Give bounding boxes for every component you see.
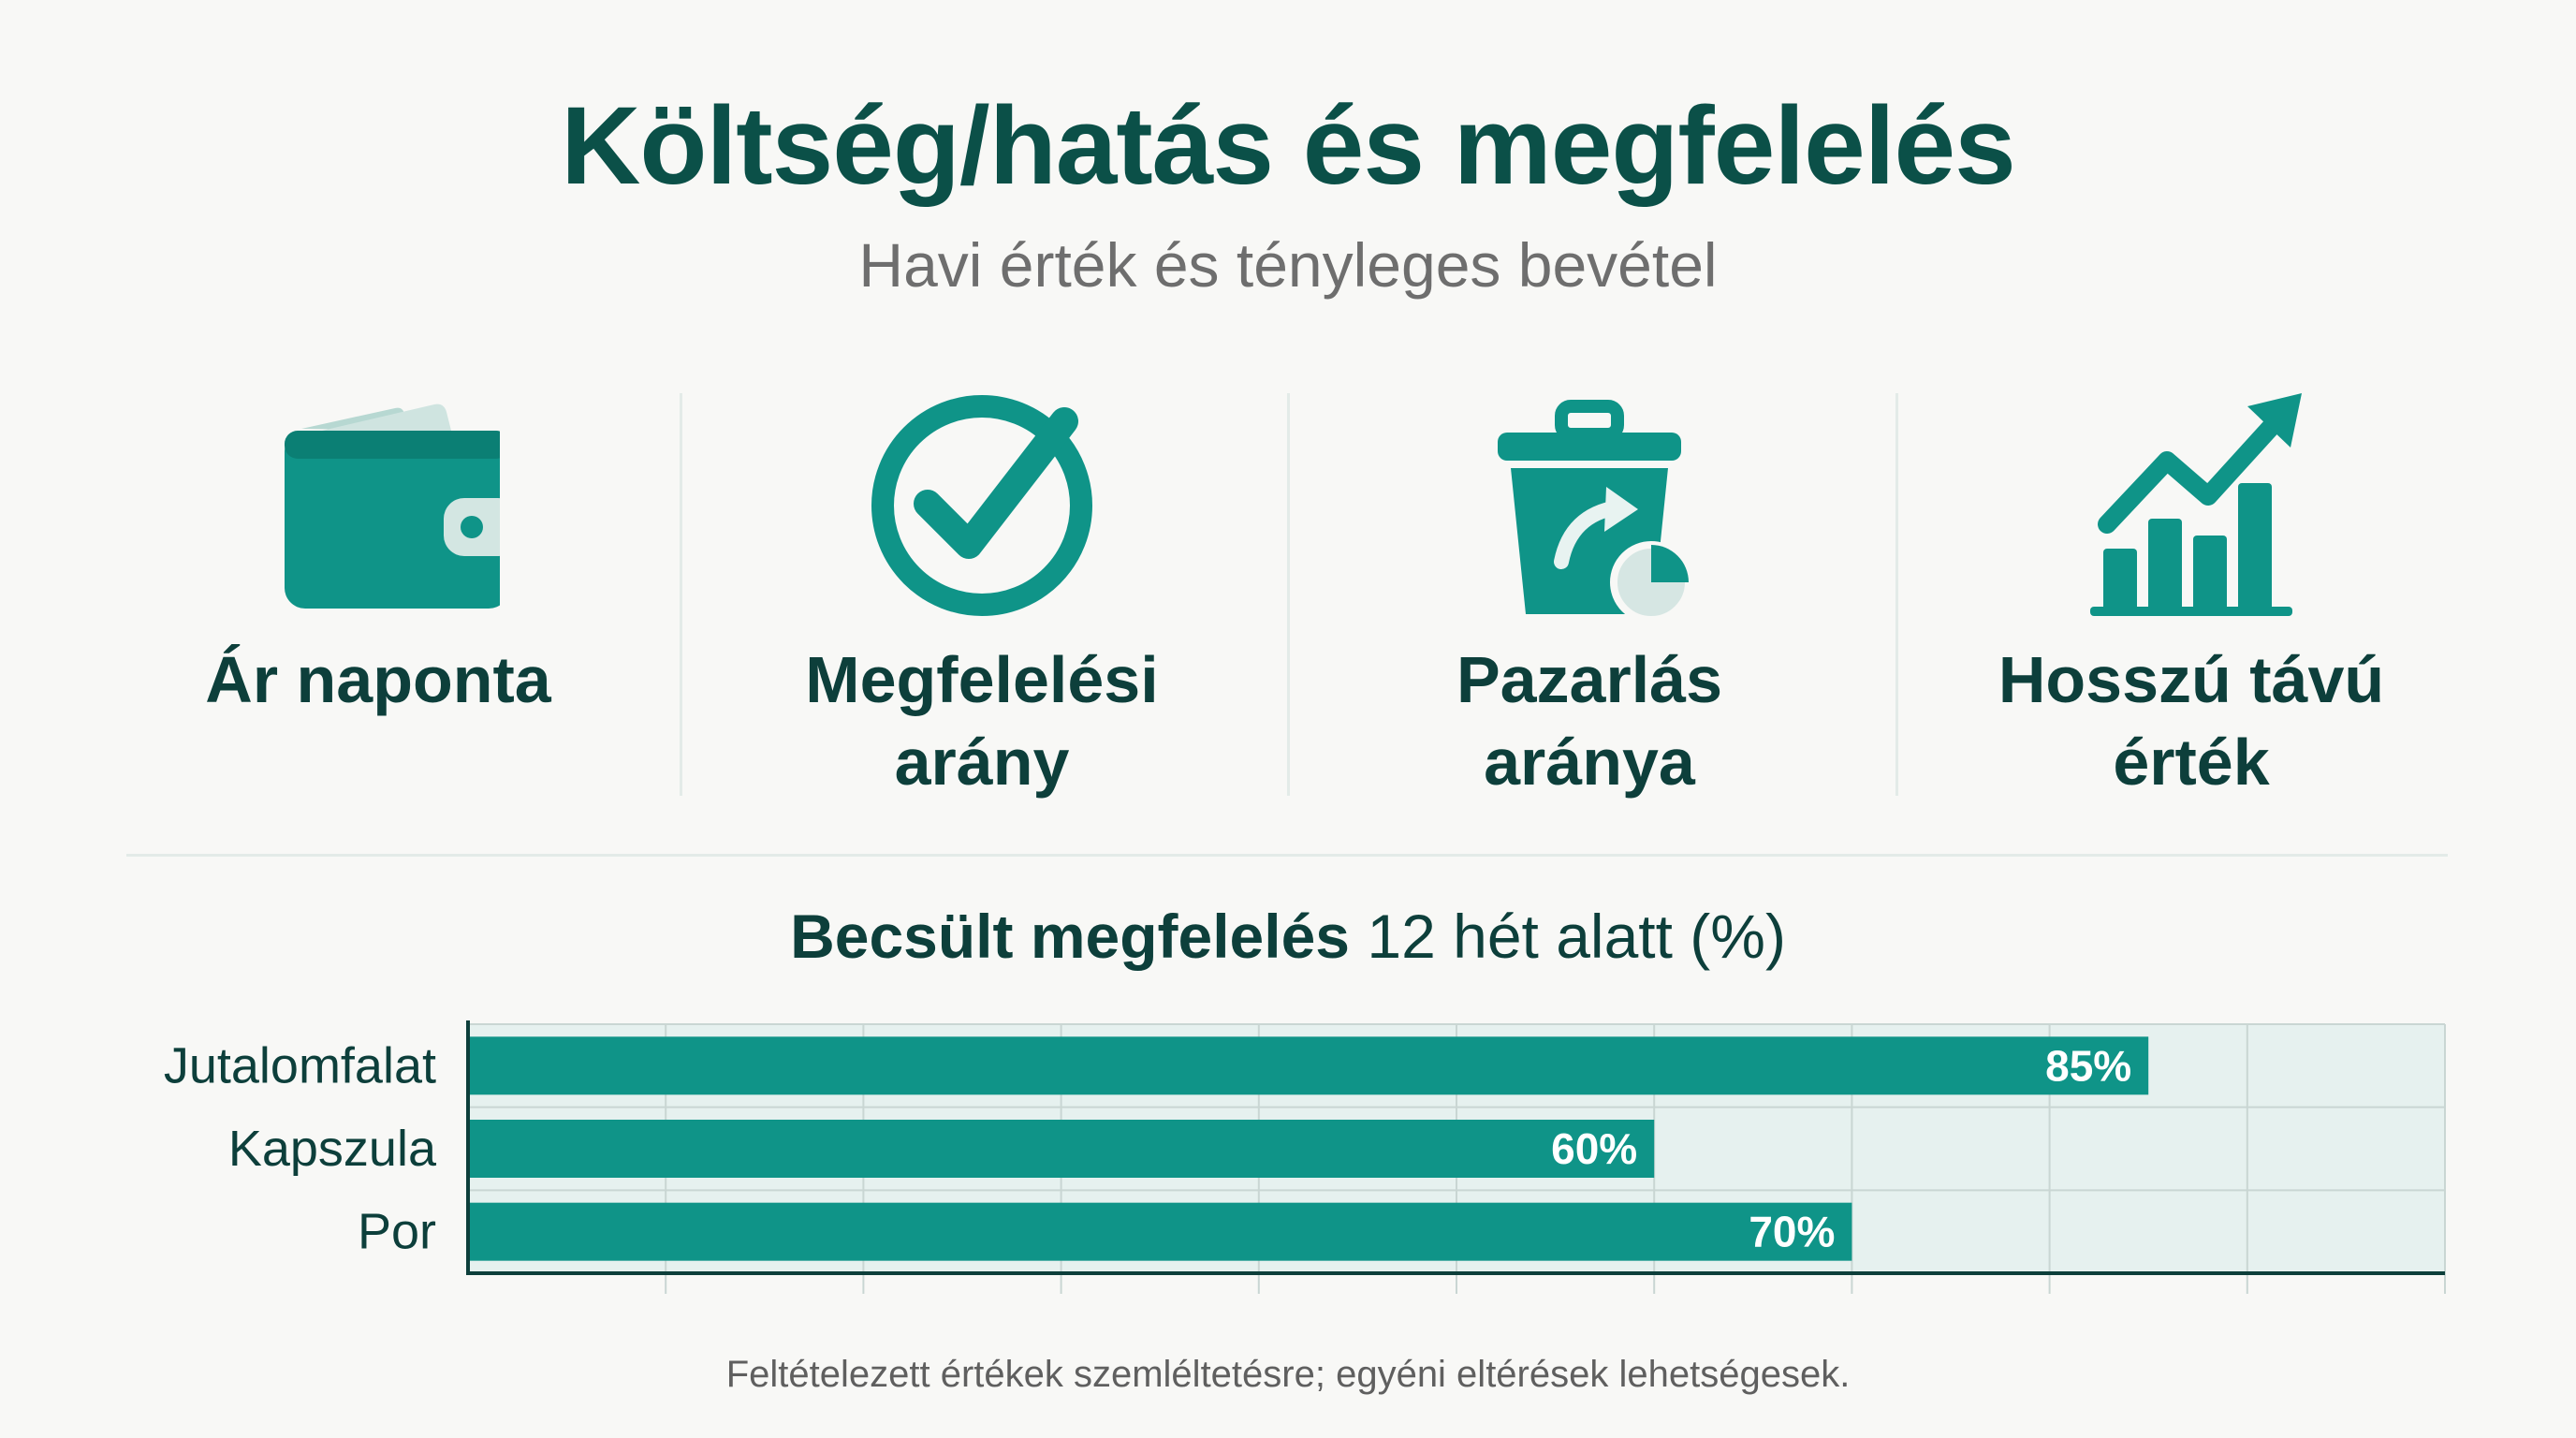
growth-chart-icon <box>2090 393 2302 616</box>
feature-label: Hosszú távú érték <box>1998 643 2385 799</box>
chart-title: Becsült megfelelés 12 hét alatt (%) <box>0 901 2576 972</box>
column-divider <box>1895 393 1898 796</box>
footnote: Feltételezett értékek szemléltetésre; eg… <box>725 1354 1851 1395</box>
check-circle-icon <box>871 395 1092 616</box>
feature-label: Ár naponta <box>205 643 551 716</box>
feature-waste-rate: Pazarlás aránya <box>1327 374 1852 805</box>
feature-label: Pazarlás aránya <box>1456 643 1723 799</box>
section-divider <box>126 854 2448 857</box>
page-subtitle: Havi érték és tényleges bevétel <box>858 230 1718 300</box>
feature-price-per-day: Ár naponta <box>116 374 640 805</box>
bar <box>468 1120 1655 1178</box>
bar <box>468 1202 1852 1261</box>
category-label: Kapszula <box>228 1121 437 1177</box>
bar-value-label: 70% <box>1749 1208 1835 1256</box>
trash-bin-icon <box>1498 400 1692 624</box>
bar-value-label: 60% <box>1551 1124 1637 1173</box>
feature-compliance-rate: Megfelelési arány <box>720 374 1244 805</box>
bar <box>468 1036 2149 1095</box>
category-label: Por <box>358 1204 436 1260</box>
page-title: Költség/hatás és megfelelés <box>561 84 2016 208</box>
wallet-icon <box>285 404 500 609</box>
feature-label: Megfelelési arány <box>805 643 1159 799</box>
chart-title-regular: 12 hét alatt (%) <box>1367 902 1786 971</box>
bar-value-label: 85% <box>2045 1041 2131 1090</box>
feature-row: Ár naponta Megfelelési arány Pazarlás ar… <box>0 374 2576 805</box>
column-divider <box>1287 393 1290 796</box>
feature-long-term-value: Hosszú távú érték <box>1929 374 2453 805</box>
column-divider <box>680 393 682 796</box>
chart-title-bold: Becsült megfelelés <box>790 902 1351 971</box>
category-label: Jutalomfalat <box>164 1037 436 1093</box>
